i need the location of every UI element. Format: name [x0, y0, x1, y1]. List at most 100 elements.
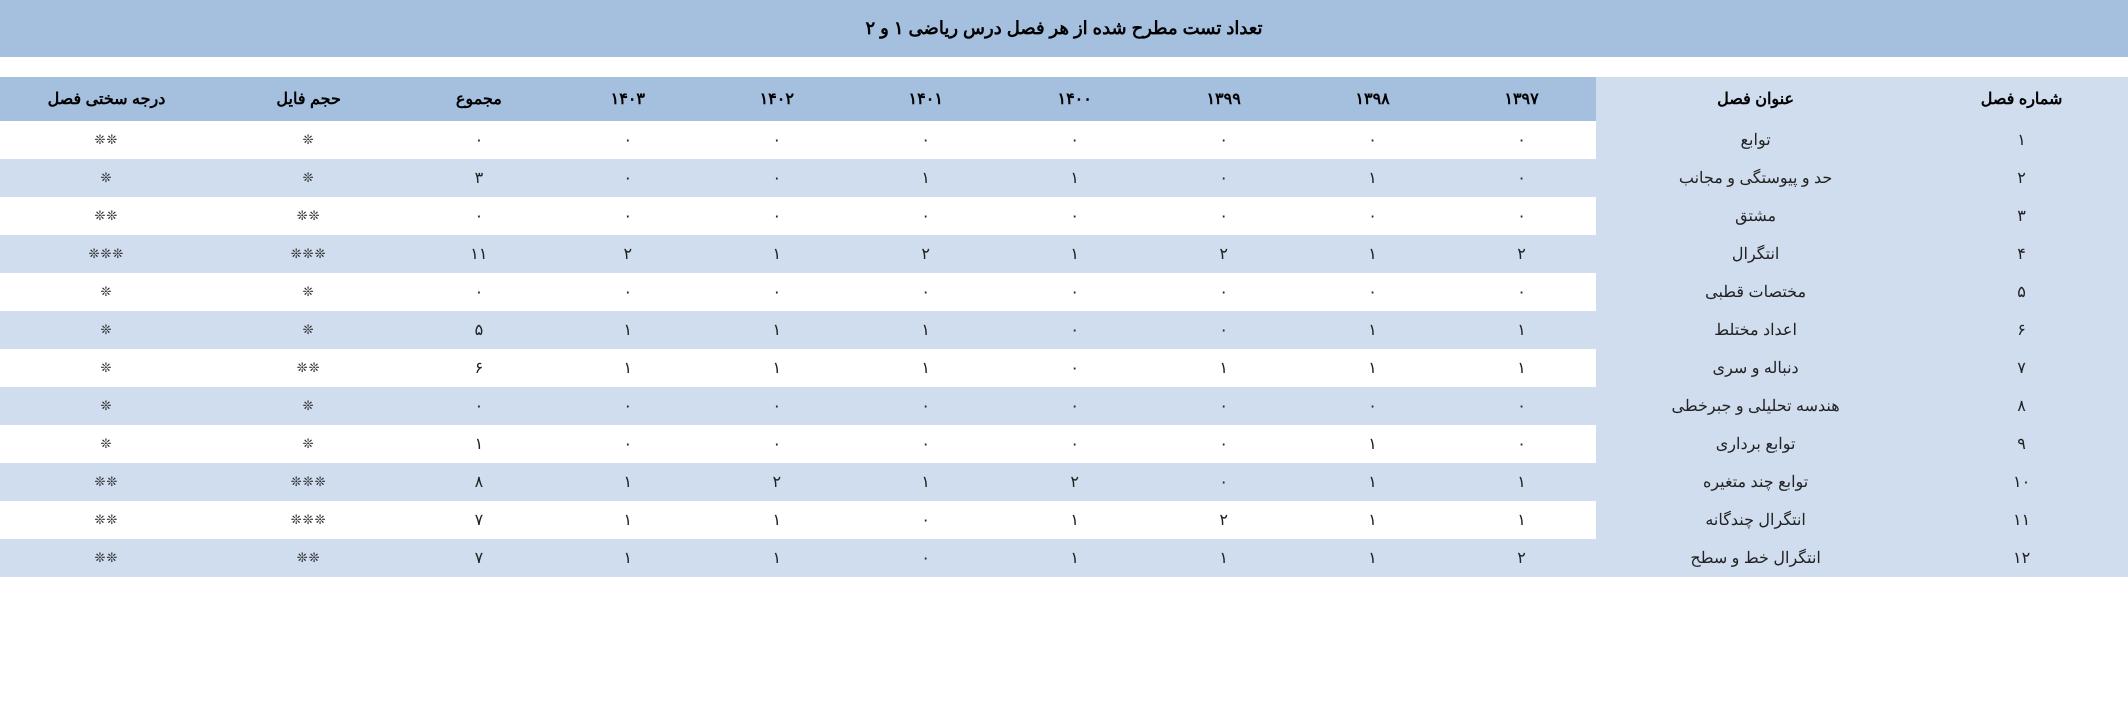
cell-chapter-title: اعداد مختلط — [1596, 311, 1915, 349]
cell-year-1402: ۱ — [702, 539, 851, 577]
cell-year-1401: ۰ — [851, 425, 1000, 463]
cell-difficulty-stars: ❊ — [0, 311, 213, 349]
cell-year-1401: ۰ — [851, 387, 1000, 425]
cell-sum: ۰ — [404, 273, 553, 311]
cell-year-1400: ۰ — [1000, 349, 1149, 387]
cell-year-1399: ۰ — [1149, 197, 1298, 235]
cell-filesize-stars: ❊ — [213, 311, 405, 349]
cell-year-1397: ۰ — [1447, 159, 1596, 197]
cell-chapter-title: توابع برداری — [1596, 425, 1915, 463]
cell-year-1402: ۱ — [702, 311, 851, 349]
cell-chapter-num: ۶ — [1915, 311, 2128, 349]
table-row: ۵مختصات قطبی۰۰۰۰۰۰۰۰❊❊ — [0, 273, 2128, 311]
spacer — [0, 57, 2128, 77]
chapters-table: شماره فصل عنوان فصل ۱۳۹۷ ۱۳۹۸ ۱۳۹۹ ۱۴۰۰ … — [0, 77, 2128, 577]
cell-year-1399: ۰ — [1149, 121, 1298, 159]
cell-year-1398: ۱ — [1298, 539, 1447, 577]
cell-year-1400: ۱ — [1000, 159, 1149, 197]
header-year-1399: ۱۳۹۹ — [1149, 77, 1298, 121]
cell-chapter-title: انتگرال خط و سطح — [1596, 539, 1915, 577]
cell-chapter-num: ۷ — [1915, 349, 2128, 387]
cell-difficulty-stars: ❊❊ — [0, 197, 213, 235]
cell-year-1399: ۲ — [1149, 501, 1298, 539]
cell-year-1401: ۱ — [851, 349, 1000, 387]
cell-year-1402: ۱ — [702, 235, 851, 273]
header-chapter-title: عنوان فصل — [1596, 77, 1915, 121]
cell-year-1398: ۱ — [1298, 463, 1447, 501]
table-row: ۱۲انتگرال خط و سطح۲۱۱۱۰۱۱۷❊❊❊❊ — [0, 539, 2128, 577]
cell-year-1403: ۱ — [553, 463, 702, 501]
cell-year-1398: ۰ — [1298, 197, 1447, 235]
cell-difficulty-stars: ❊❊❊ — [0, 235, 213, 273]
cell-filesize-stars: ❊ — [213, 121, 405, 159]
cell-sum: ۳ — [404, 159, 553, 197]
cell-year-1401: ۱ — [851, 463, 1000, 501]
cell-chapter-num: ۳ — [1915, 197, 2128, 235]
table-row: ۱۱انتگرال چندگانه۱۱۲۱۰۱۱۷❊❊❊❊❊ — [0, 501, 2128, 539]
cell-sum: ۱ — [404, 425, 553, 463]
cell-year-1402: ۰ — [702, 425, 851, 463]
cell-year-1401: ۰ — [851, 273, 1000, 311]
cell-year-1403: ۱ — [553, 501, 702, 539]
cell-filesize-stars: ❊❊ — [213, 197, 405, 235]
cell-year-1402: ۰ — [702, 273, 851, 311]
cell-year-1400: ۰ — [1000, 425, 1149, 463]
cell-year-1402: ۰ — [702, 197, 851, 235]
cell-chapter-num: ۹ — [1915, 425, 2128, 463]
cell-year-1401: ۰ — [851, 539, 1000, 577]
cell-difficulty-stars: ❊❊ — [0, 539, 213, 577]
cell-chapter-title: حد و پیوستگی و مجانب — [1596, 159, 1915, 197]
cell-chapter-num: ۸ — [1915, 387, 2128, 425]
header-year-1397: ۱۳۹۷ — [1447, 77, 1596, 121]
cell-year-1400: ۲ — [1000, 463, 1149, 501]
header-year-1398: ۱۳۹۸ — [1298, 77, 1447, 121]
header-year-1402: ۱۴۰۲ — [702, 77, 851, 121]
cell-filesize-stars: ❊❊❊ — [213, 463, 405, 501]
cell-year-1401: ۰ — [851, 121, 1000, 159]
cell-year-1399: ۰ — [1149, 159, 1298, 197]
cell-year-1403: ۲ — [553, 235, 702, 273]
cell-year-1402: ۰ — [702, 159, 851, 197]
cell-year-1400: ۱ — [1000, 235, 1149, 273]
header-difficulty: درجه سختی فصل — [0, 77, 213, 121]
cell-year-1397: ۲ — [1447, 539, 1596, 577]
cell-chapter-title: هندسه تحلیلی و جبرخطی — [1596, 387, 1915, 425]
cell-filesize-stars: ❊❊❊ — [213, 501, 405, 539]
cell-year-1400: ۰ — [1000, 273, 1149, 311]
cell-year-1402: ۰ — [702, 387, 851, 425]
cell-chapter-title: دنباله و سری — [1596, 349, 1915, 387]
cell-year-1399: ۱ — [1149, 539, 1298, 577]
cell-difficulty-stars: ❊ — [0, 159, 213, 197]
cell-difficulty-stars: ❊ — [0, 387, 213, 425]
cell-year-1397: ۰ — [1447, 121, 1596, 159]
cell-year-1403: ۰ — [553, 159, 702, 197]
cell-year-1398: ۱ — [1298, 311, 1447, 349]
table-row: ۱توابع۰۰۰۰۰۰۰۰❊❊❊ — [0, 121, 2128, 159]
cell-year-1397: ۱ — [1447, 501, 1596, 539]
cell-year-1398: ۱ — [1298, 425, 1447, 463]
cell-filesize-stars: ❊ — [213, 273, 405, 311]
cell-year-1399: ۰ — [1149, 387, 1298, 425]
cell-difficulty-stars: ❊❊ — [0, 121, 213, 159]
cell-year-1397: ۰ — [1447, 425, 1596, 463]
cell-sum: ۵ — [404, 311, 553, 349]
cell-year-1400: ۰ — [1000, 197, 1149, 235]
cell-year-1397: ۱ — [1447, 349, 1596, 387]
cell-chapter-num: ۱۱ — [1915, 501, 2128, 539]
cell-year-1398: ۱ — [1298, 159, 1447, 197]
cell-chapter-title: انتگرال — [1596, 235, 1915, 273]
cell-year-1402: ۰ — [702, 121, 851, 159]
cell-year-1398: ۰ — [1298, 387, 1447, 425]
header-year-1400: ۱۴۰۰ — [1000, 77, 1149, 121]
cell-year-1402: ۱ — [702, 501, 851, 539]
cell-difficulty-stars: ❊❊ — [0, 463, 213, 501]
cell-sum: ۷ — [404, 539, 553, 577]
table-row: ۷دنباله و سری۱۱۱۰۱۱۱۶❊❊❊ — [0, 349, 2128, 387]
cell-year-1398: ۱ — [1298, 501, 1447, 539]
cell-year-1403: ۱ — [553, 539, 702, 577]
cell-year-1402: ۱ — [702, 349, 851, 387]
cell-chapter-title: مشتق — [1596, 197, 1915, 235]
table-row: ۱۰توابع چند متغیره۱۱۰۲۱۲۱۸❊❊❊❊❊ — [0, 463, 2128, 501]
header-sum: مجموع — [404, 77, 553, 121]
table-row: ۴انتگرال۲۱۲۱۲۱۲۱۱❊❊❊❊❊❊ — [0, 235, 2128, 273]
